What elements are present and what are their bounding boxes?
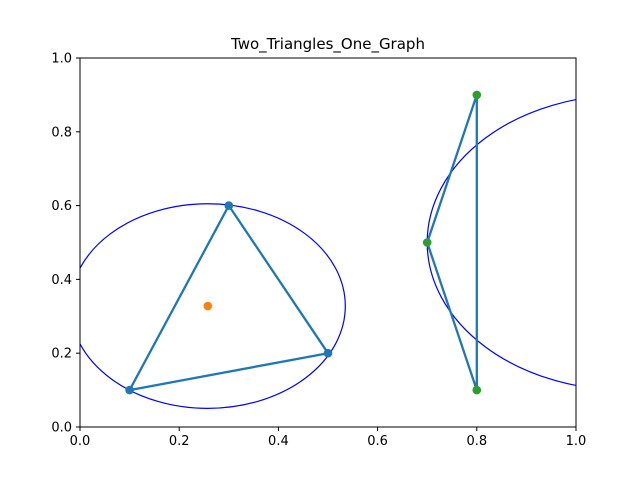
triangle-1-vertex-point <box>125 385 134 395</box>
triangle-1 <box>128 204 330 392</box>
y-tick-label: 1.0 <box>51 52 72 67</box>
y-tick-label: 0.8 <box>51 125 72 140</box>
centroid-point <box>203 301 213 311</box>
triangle-2-vertex-point <box>422 238 432 247</box>
plot-area <box>80 90 576 409</box>
x-tick-label: 1.0 <box>566 434 587 449</box>
axes-frame <box>79 57 577 428</box>
y-tick-label: 0.6 <box>51 199 72 214</box>
circumcircle-1 <box>80 203 346 409</box>
y-tick-label: 0.4 <box>51 273 72 288</box>
triangle-2 <box>426 93 478 392</box>
triangle-1-vertex-point <box>224 201 234 210</box>
axes: 0.0 0.2 0.4 0.6 0.8 1.0 0.0 0.2 0.4 0.6 0.8 1.0 <box>51 52 586 450</box>
triangle-2-vertex-point <box>472 385 482 395</box>
chart-title: Two_Triangles_One_Graph <box>230 35 425 54</box>
triangle-1-vertex-point <box>323 348 333 358</box>
x-tick-label: 0.2 <box>169 434 190 449</box>
x-tick-label: 0.0 <box>70 434 91 449</box>
x-tick-label: 0.6 <box>367 434 388 449</box>
x-tick-label: 0.4 <box>268 434 289 449</box>
y-tick-label: 0.0 <box>51 421 72 436</box>
y-tick-label: 0.2 <box>51 347 72 362</box>
x-tick-label: 0.8 <box>466 434 487 449</box>
triangle-2-vertex-point <box>472 90 482 100</box>
